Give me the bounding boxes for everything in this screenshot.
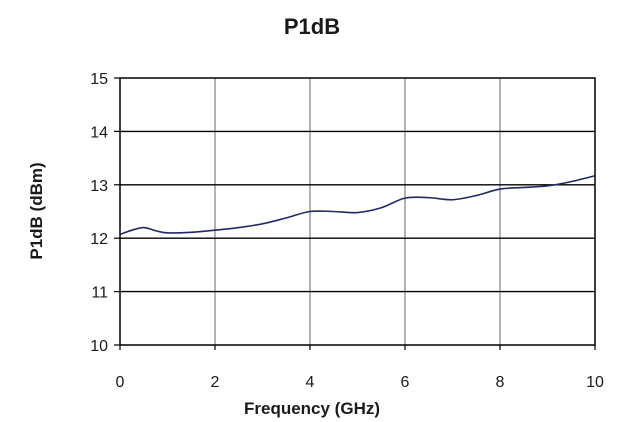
plot-area-frame	[119, 77, 596, 346]
series-line-p1db	[119, 174, 596, 236]
x-tick-label: 10	[586, 374, 604, 391]
x-tick-label: 4	[306, 374, 315, 391]
y-tick-label: 12	[90, 231, 108, 248]
gridlines	[120, 78, 595, 345]
x-axis-label: Frequency (GHz)	[244, 399, 380, 418]
x-axis-ticks: 0 2 4 6 8 10	[116, 345, 604, 391]
y-tick-label: 15	[90, 71, 108, 88]
y-tick-label: 11	[91, 285, 108, 302]
x-tick-label: 0	[116, 374, 125, 391]
y-axis-ticks: 10 11 12 13 14 15	[90, 71, 120, 355]
y-axis-label: P1dB (dBm)	[27, 162, 46, 259]
x-tick-label: 8	[496, 374, 505, 391]
x-tick-label: 6	[401, 374, 410, 391]
y-tick-label: 13	[90, 178, 108, 195]
chart-title: P1dB	[284, 14, 340, 39]
y-tick-label: 14	[90, 124, 108, 141]
y-tick-label: 10	[90, 338, 108, 355]
x-tick-label: 2	[211, 374, 220, 391]
